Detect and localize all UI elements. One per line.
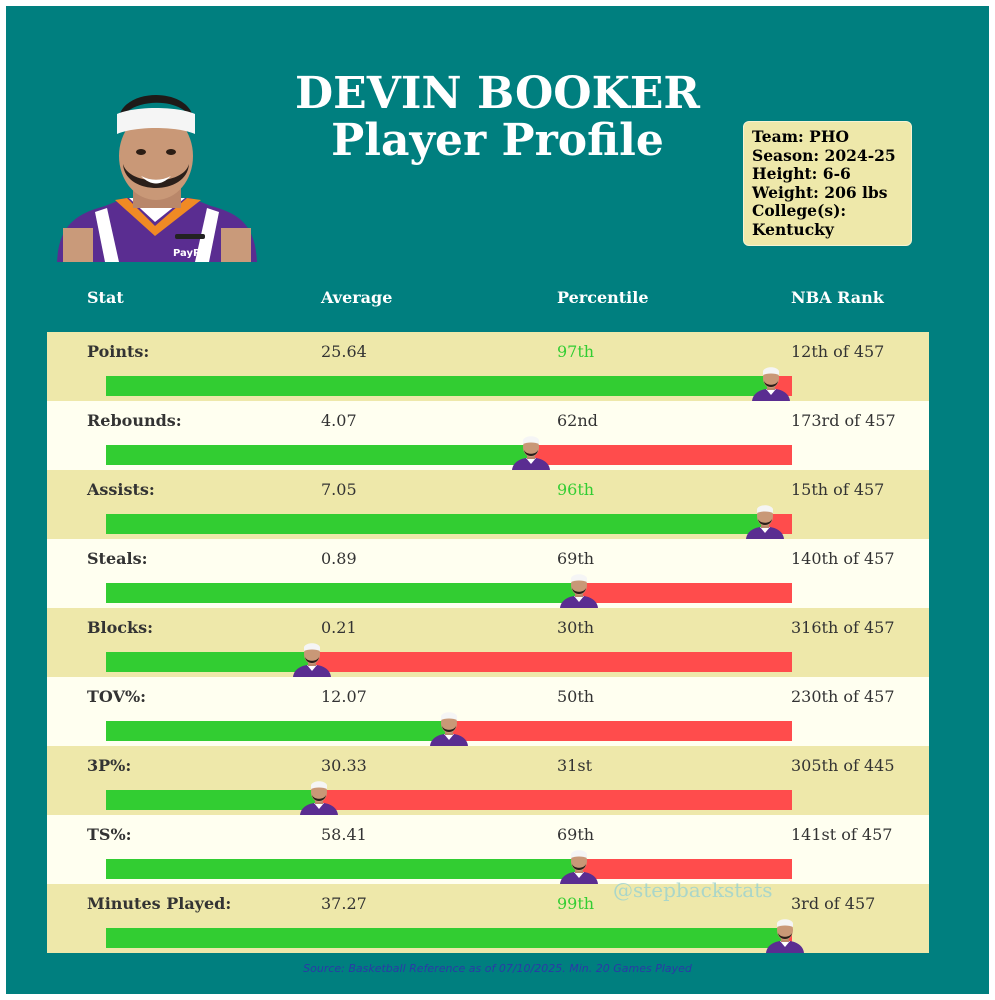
stat-rank: 3rd of 457 [791,894,876,913]
stat-label: TS%: [87,825,132,844]
player-info-box: Team: PHO Season: 2024-25 Height: 6-6 We… [743,121,912,246]
stat-rank: 230th of 457 [791,687,895,706]
percentile-bar-fill [106,445,532,465]
stat-label: 3P%: [87,756,132,775]
percentile-bar-fill [106,928,786,948]
stat-rank: 140th of 457 [791,549,895,568]
stat-average: 4.07 [321,411,357,430]
stat-average: 7.05 [321,480,357,499]
percentile-bar-fill [106,652,312,672]
stat-rank: 305th of 445 [791,756,895,775]
player-marker-icon [291,641,333,677]
stat-percentile: 69th [557,825,595,844]
percentile-bar-fill [106,514,765,534]
player-marker-icon [558,572,600,608]
info-team: Team: PHO [752,127,849,146]
percentile-bar-fill [106,721,449,741]
percentile-bar-fill [106,859,580,879]
stat-percentile: 96th [557,480,595,499]
stat-average: 0.21 [321,618,357,637]
info-height: Height: 6-6 [752,164,851,183]
percentile-bar-fill [106,583,580,603]
stat-average: 0.89 [321,549,357,568]
stat-label: Blocks: [87,618,154,637]
watermark: @stepbackstats [613,878,773,902]
header-average: Average [321,288,393,307]
info-season: Season: 2024-25 [752,145,896,165]
stat-label: Assists: [87,480,155,499]
player-marker-icon [428,710,470,746]
title-line-1: DEVIN BOOKER [295,68,700,119]
stat-average: 58.41 [321,825,367,844]
title-line-2: Player Profile [331,115,664,166]
header-stat: Stat [87,288,124,307]
percentile-bar-fill [106,376,772,396]
player-marker-icon [764,917,806,953]
svg-text:PayPal: PayPal [173,248,210,259]
source-note: Source: Basketball Reference as of 07/10… [303,962,692,975]
player-marker-icon [750,365,792,401]
stat-percentile: 99th [557,894,595,913]
stat-rank: 141st of 457 [791,825,893,844]
stat-rank: 173rd of 457 [791,411,896,430]
stat-percentile: 50th [557,687,595,706]
player-marker-icon [298,779,340,815]
stat-label: Minutes Played: [87,894,232,913]
player-marker-icon [558,848,600,884]
stat-percentile: 69th [557,549,595,568]
stat-average: 37.27 [321,894,367,913]
stat-average: 12.07 [321,687,367,706]
stat-average: 25.64 [321,342,367,361]
header-rank: NBA Rank [791,288,884,307]
info-college: Kentucky [752,219,834,239]
stat-label: Points: [87,342,150,361]
player-marker-icon [744,503,786,539]
stat-percentile: 62nd [557,411,598,430]
stat-rank: 12th of 457 [791,342,885,361]
percentile-bar-fill [106,790,319,810]
stat-rank: 15th of 457 [791,480,885,499]
stat-percentile: 97th [557,342,595,361]
stat-label: Rebounds: [87,411,182,430]
info-weight: Weight: 206 lbs [752,182,888,202]
info-college-label: College(s): [752,201,847,220]
stat-percentile: 31st [557,756,592,775]
stat-label: TOV%: [87,687,147,706]
header-percentile: Percentile [557,288,649,307]
player-headshot: PayPal [57,95,257,262]
stat-label: Steals: [87,549,148,568]
player-marker-icon [510,434,552,470]
stat-percentile: 30th [557,618,595,637]
stat-rank: 316th of 457 [791,618,895,637]
stat-average: 30.33 [321,756,367,775]
